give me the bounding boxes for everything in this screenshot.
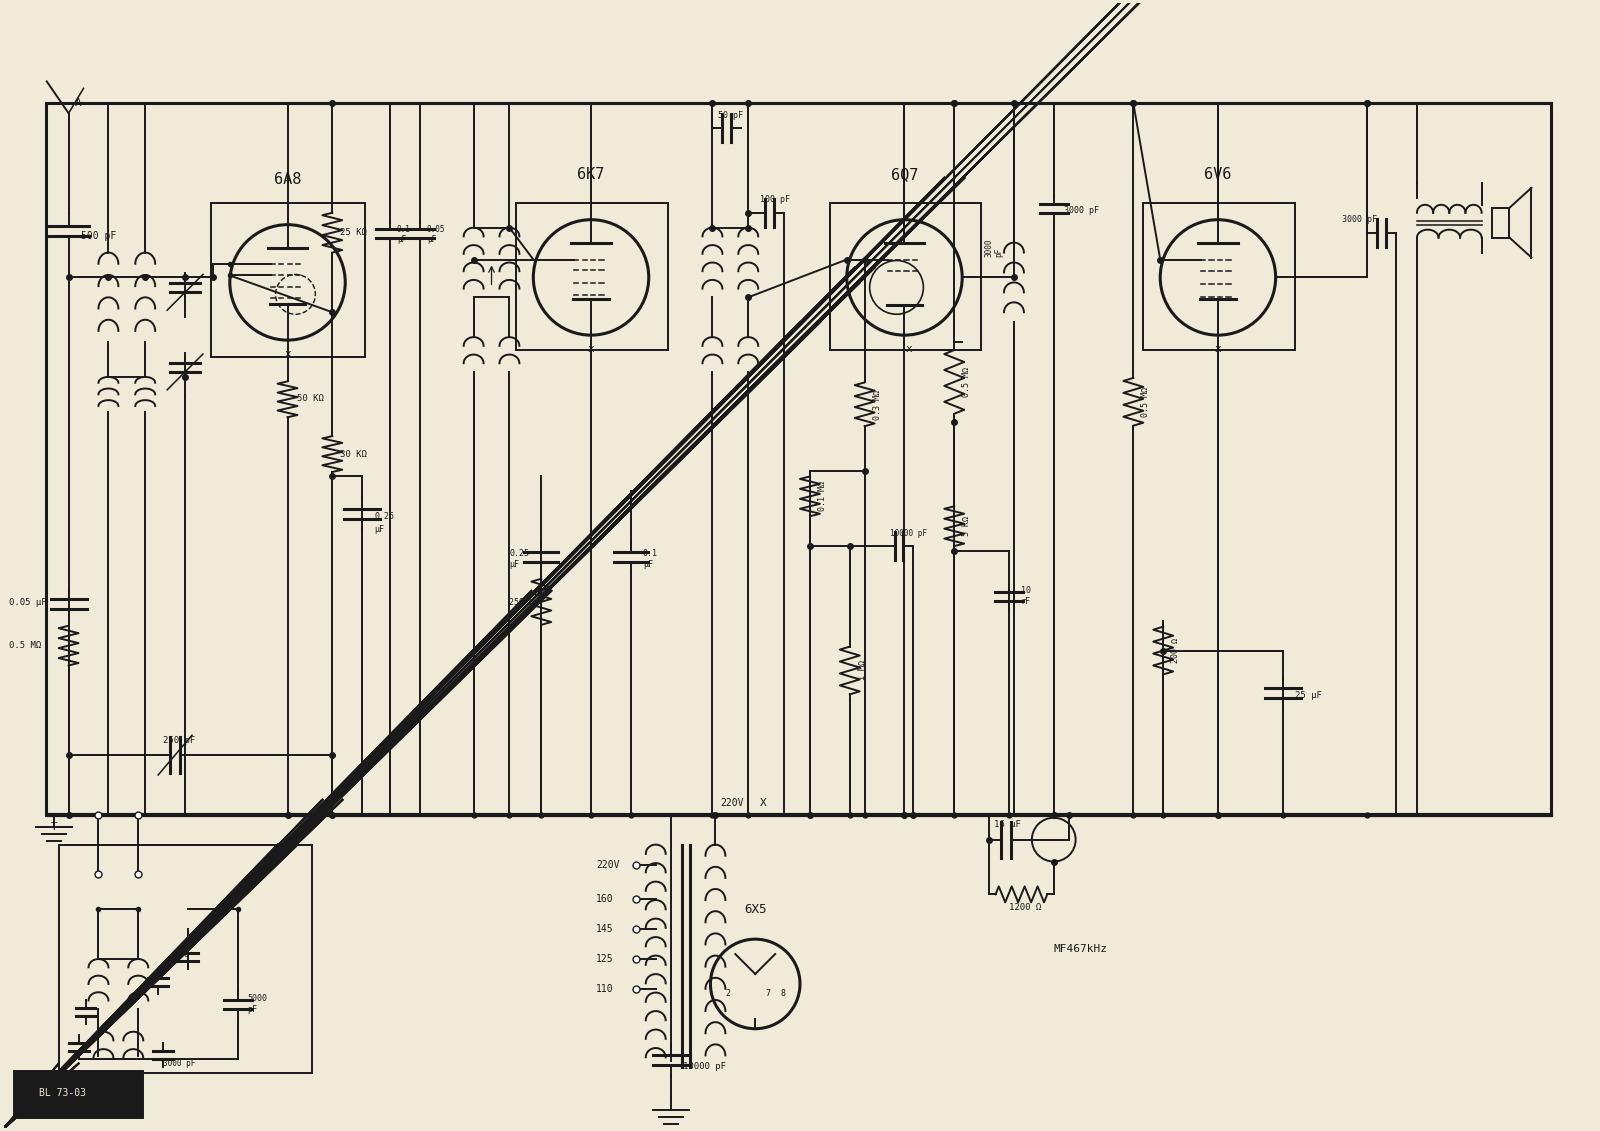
Text: x: x <box>285 349 291 359</box>
Text: 250 Ω: 250 Ω <box>509 598 534 607</box>
FancyBboxPatch shape <box>14 1071 144 1119</box>
Text: BL 73-03: BL 73-03 <box>38 1088 86 1098</box>
Text: 0.05 μF: 0.05 μF <box>10 598 46 607</box>
Text: 0.25: 0.25 <box>374 511 394 520</box>
Text: 0.5 MΩ: 0.5 MΩ <box>962 366 971 397</box>
Text: 10
rF: 10 rF <box>1021 586 1030 605</box>
Text: 30 KΩ: 30 KΩ <box>341 450 366 459</box>
Text: 0.1
μF: 0.1 μF <box>643 550 658 569</box>
Text: 50 KΩ: 50 KΩ <box>298 395 325 404</box>
Text: 0.25
μF: 0.25 μF <box>509 550 530 569</box>
Text: 25 μF: 25 μF <box>1294 691 1322 700</box>
Text: 5000
pF: 5000 pF <box>248 994 267 1013</box>
Text: T: T <box>50 822 58 831</box>
Text: x: x <box>906 344 914 354</box>
Text: 1200 Ω: 1200 Ω <box>1010 903 1042 912</box>
Text: 7: 7 <box>765 990 770 999</box>
Text: 200 Ω: 200 Ω <box>1171 638 1181 663</box>
Text: 160: 160 <box>597 895 614 905</box>
Text: 6A8: 6A8 <box>274 172 301 187</box>
Text: 25 KΩ: 25 KΩ <box>341 228 366 238</box>
Text: 0.05
μF: 0.05 μF <box>427 225 445 244</box>
Text: 6V6: 6V6 <box>1205 167 1232 182</box>
Text: 1 MΩ: 1 MΩ <box>858 661 867 681</box>
Text: X: X <box>760 797 766 808</box>
Text: 0.1 MΩ: 0.1 MΩ <box>818 482 827 511</box>
Text: 200: 200 <box>173 950 189 959</box>
Text: BL 73-03: BL 73-03 <box>38 1088 86 1098</box>
Text: 2: 2 <box>725 990 730 999</box>
Text: 6X5: 6X5 <box>744 903 766 916</box>
Text: 16 μF: 16 μF <box>994 820 1021 829</box>
Text: 100 pF: 100 pF <box>760 196 790 205</box>
Text: 220V: 220V <box>597 860 619 870</box>
Text: 500 pF: 500 pF <box>80 231 115 241</box>
Bar <box>1491 208 1509 238</box>
Text: 125: 125 <box>597 955 614 964</box>
Text: 3000 pF: 3000 pF <box>163 1059 195 1068</box>
Text: 3000 pF: 3000 pF <box>1064 206 1099 215</box>
Text: 6Q7: 6Q7 <box>891 167 918 182</box>
Text: 0.3 MΩ: 0.3 MΩ <box>872 390 882 420</box>
Text: x: x <box>1214 344 1221 354</box>
Text: 50 pF: 50 pF <box>718 111 744 120</box>
Text: 250 pF: 250 pF <box>163 735 195 744</box>
Text: 3000 pF: 3000 pF <box>1342 215 1378 224</box>
Text: 5 KΩ: 5 KΩ <box>962 516 971 536</box>
Text: 10000 pF: 10000 pF <box>890 528 926 537</box>
Text: MF467kHz: MF467kHz <box>1054 944 1107 955</box>
Text: μF: μF <box>374 525 384 534</box>
Text: 6K7: 6K7 <box>578 167 605 182</box>
Text: 220V: 220V <box>720 797 744 808</box>
Text: 145: 145 <box>597 924 614 934</box>
Text: 10000 pF: 10000 pF <box>683 1062 725 1071</box>
Text: 0.5 MΩ: 0.5 MΩ <box>1141 387 1150 417</box>
Text: 110: 110 <box>597 984 614 994</box>
Text: A: A <box>75 98 82 109</box>
Text: x: x <box>587 344 595 354</box>
Text: 0.5 MΩ: 0.5 MΩ <box>10 641 42 650</box>
Text: 8: 8 <box>781 990 786 999</box>
Text: 0.1
μF: 0.1 μF <box>397 225 411 244</box>
Text: 3000
pF: 3000 pF <box>984 239 1003 257</box>
